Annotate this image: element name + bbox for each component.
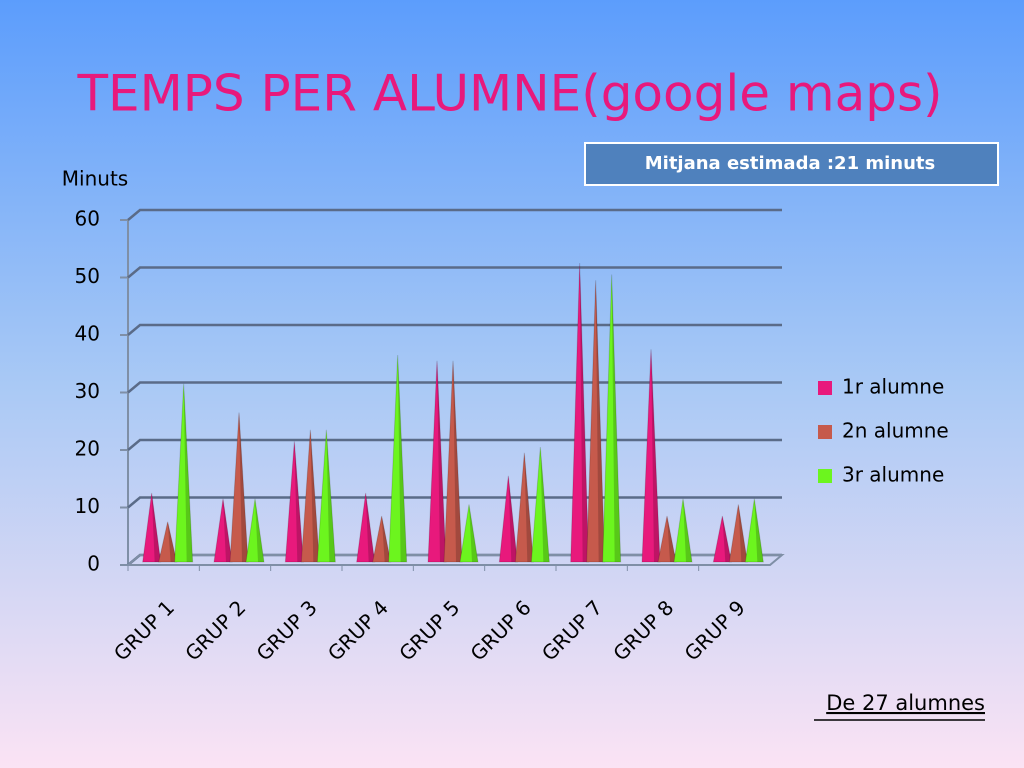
cone — [300, 429, 320, 563]
cone-shade — [524, 452, 534, 562]
y-axis-label: Minuts — [62, 167, 128, 191]
grid-line — [127, 381, 782, 394]
cone-shade — [508, 475, 518, 562]
annotation: Mitjana estimada :21 minuts — [645, 153, 936, 174]
y-tick-label: 0 — [87, 552, 100, 576]
chart-title: TEMPS PER ALUMNE(google maps) — [76, 65, 942, 123]
cone-shade — [651, 349, 660, 562]
cone-shade — [738, 504, 748, 562]
cone-shade — [453, 360, 462, 562]
cone-shade — [683, 498, 692, 562]
grid-line — [127, 438, 782, 451]
cone — [356, 492, 376, 563]
cone-shade — [722, 516, 732, 562]
cone — [744, 498, 764, 563]
cone — [245, 498, 265, 563]
cone-shade — [239, 412, 248, 562]
cone-shade — [326, 429, 336, 562]
annotation-box — [584, 142, 999, 186]
grid-line — [127, 496, 782, 509]
cone — [514, 452, 534, 563]
cone — [459, 504, 479, 563]
cone — [158, 521, 178, 563]
cone-shade — [667, 516, 676, 562]
cone-shade — [255, 498, 264, 562]
cone-shade — [579, 263, 589, 562]
cone — [586, 280, 606, 563]
cone-shade — [310, 429, 320, 562]
cone-shade — [540, 447, 550, 562]
cone — [712, 515, 732, 563]
cone-shade — [595, 280, 605, 562]
y-tick-label: 10 — [75, 494, 100, 518]
y-tick-label: 30 — [75, 379, 100, 403]
cone-shade — [183, 383, 193, 562]
cone — [316, 429, 336, 563]
cone-shade — [294, 441, 304, 562]
y-tick-label: 60 — [75, 207, 100, 231]
cone — [530, 446, 550, 563]
footnote: De 27 alumnes — [826, 691, 985, 715]
cone-shade — [167, 521, 177, 562]
cone-shade — [611, 274, 621, 562]
cone — [657, 515, 677, 563]
legend-swatch — [818, 381, 832, 395]
grid-line — [127, 266, 782, 279]
cone-shade — [381, 516, 391, 562]
cone — [427, 360, 447, 563]
cone-shade — [151, 493, 161, 562]
legend-label: 3r alumne — [842, 463, 944, 487]
y-tick-label: 50 — [75, 264, 100, 288]
legend-label: 1r alumne — [842, 375, 944, 399]
cone — [728, 504, 748, 563]
legend-swatch — [818, 469, 832, 483]
grid-line — [127, 208, 782, 221]
y-tick-label: 40 — [75, 322, 100, 346]
cone-shade — [365, 493, 375, 562]
cone-shade — [437, 360, 446, 562]
cone-shade — [754, 498, 764, 562]
cone — [443, 360, 463, 563]
cone — [388, 354, 408, 563]
cone — [213, 498, 233, 563]
cone — [602, 274, 622, 563]
cone — [142, 492, 162, 563]
cone — [570, 262, 590, 563]
cone-shade — [469, 504, 478, 562]
cone — [372, 515, 392, 563]
cone — [641, 349, 661, 563]
cone — [284, 441, 304, 563]
cone-shade — [397, 355, 407, 562]
y-tick-label: 20 — [75, 437, 100, 461]
grid-line — [127, 323, 782, 336]
legend-label: 2n alumne — [842, 419, 949, 443]
cone — [498, 475, 518, 563]
cone-shade — [223, 498, 232, 562]
cone — [229, 412, 249, 563]
legend-swatch — [818, 425, 832, 439]
cone — [673, 498, 693, 563]
cone — [174, 383, 194, 563]
